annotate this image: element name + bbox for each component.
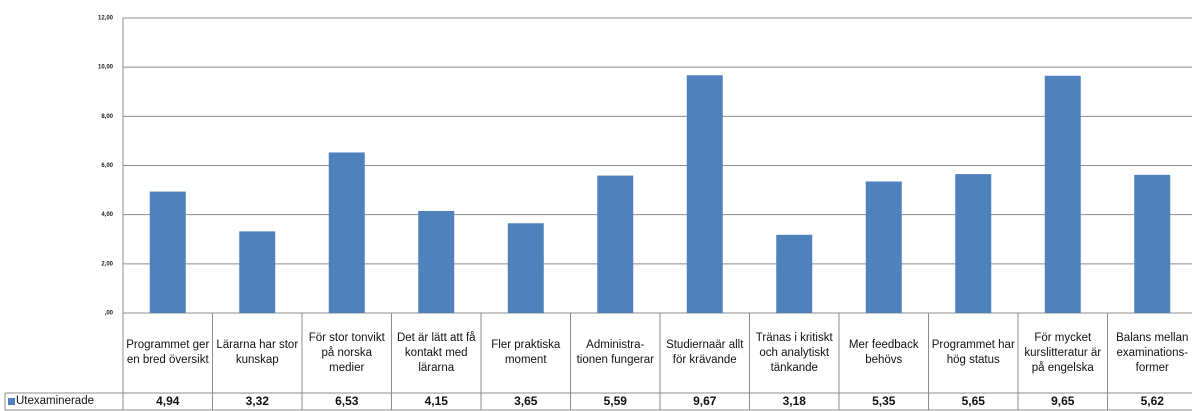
bar [328,152,365,313]
category-label: Programmet ger en bred översikt [126,339,210,366]
bar [597,175,634,313]
y-tick-label: 12,00 [98,16,114,22]
bar [1044,75,1081,313]
bar [1134,174,1171,313]
bar [239,231,276,313]
category-label: Mer feedback behövs [848,339,919,366]
value-label: 3,32 [245,394,269,408]
y-tick-label: ,00 [105,311,114,317]
bar [418,210,455,313]
legend-label: Utexaminerade [16,395,94,407]
category-label: Studiernaär allt för krävande [666,339,744,366]
y-tick-label: 10,00 [98,65,114,71]
value-label: 5,35 [872,394,896,408]
category-label: Fler praktiska moment [491,339,561,366]
category-label: Administra-tionen fungerar [576,339,654,366]
y-tick-label: 6,00 [101,163,113,169]
category-label: Det är lätt att få kontakt med lärarna [396,331,476,374]
value-label: 3,65 [514,394,538,408]
category-label: Balans mellan examinations-former [1116,331,1189,374]
y-tick-label: 2,00 [101,261,113,267]
value-label: 9,67 [693,394,717,408]
value-label: 5,62 [1140,394,1164,408]
bar [686,75,723,313]
category-label: Programmet har hög status [931,339,1015,366]
category-label: För stor tonvikt på norska medier [308,331,385,374]
y-tick-label: 8,00 [101,114,113,120]
value-label: 6,53 [335,394,359,408]
category-label: För mycket kurslitteratur är på engelska [1024,331,1102,374]
value-label: 4,94 [156,394,180,408]
bar [149,191,186,313]
value-label: 5,59 [603,394,627,408]
value-label: 9,65 [1051,394,1075,408]
bar [955,174,992,313]
value-label: 3,18 [782,394,806,408]
bar [865,181,902,313]
legend-swatch [8,398,15,405]
bar [776,234,813,313]
category-label: Lärarna har stor kunskap [216,339,299,366]
value-label: 4,15 [424,394,448,408]
y-tick-label: 4,00 [101,212,113,218]
bar [507,223,544,313]
category-label: Tränas i kritiskt och analytiskt tänkand… [755,331,833,374]
value-label: 5,65 [961,394,985,408]
